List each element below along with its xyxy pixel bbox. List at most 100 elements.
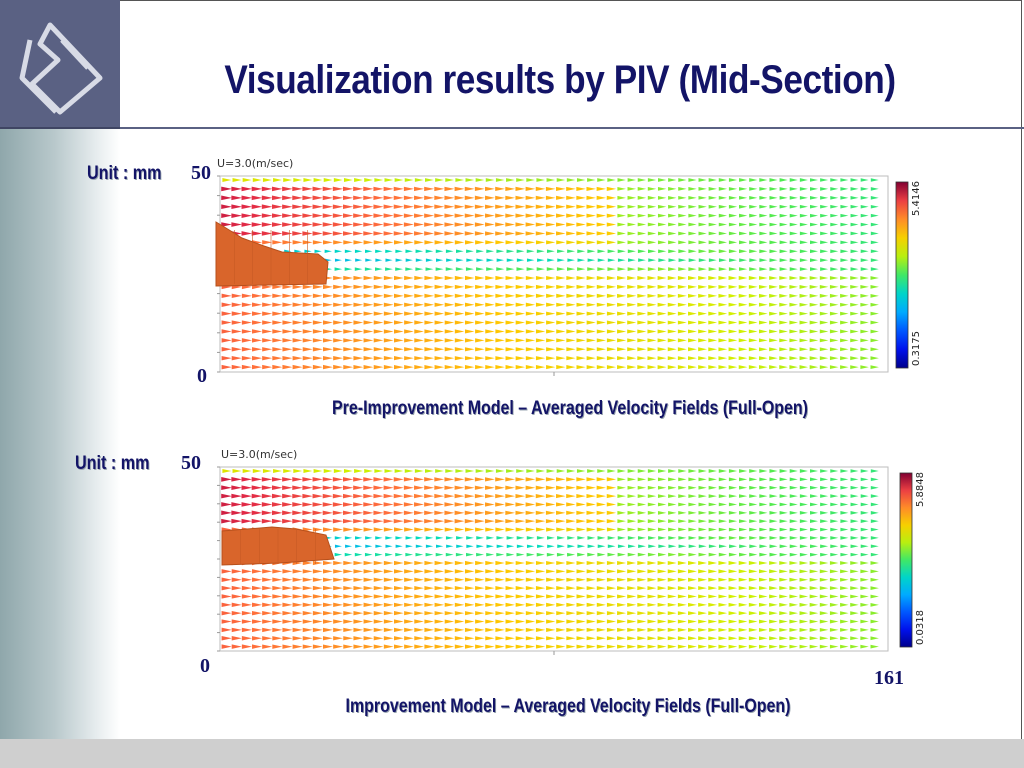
velocity-arrow (535, 302, 546, 307)
velocity-arrow (688, 477, 697, 482)
velocity-arrow (525, 284, 536, 289)
velocity-arrow (464, 560, 475, 566)
velocity-arrow (312, 186, 324, 192)
velocity-arrow (617, 469, 626, 473)
velocity-arrow (860, 494, 869, 498)
velocity-arrow (252, 302, 263, 307)
velocity-arrow (769, 644, 778, 649)
velocity-arrow (353, 204, 364, 209)
velocity-arrow (354, 552, 363, 557)
velocity-arrow (535, 510, 546, 515)
velocity-arrow (728, 502, 738, 507)
velocity-arrow (668, 536, 677, 540)
velocity-arrow (779, 536, 788, 540)
velocity-arrow (870, 594, 879, 599)
velocity-arrow (505, 493, 516, 499)
velocity-arrow (799, 627, 809, 632)
velocity-arrow (353, 636, 364, 641)
velocity-arrow (515, 594, 526, 599)
velocity-arrow (870, 365, 879, 369)
velocity-arrow (860, 544, 869, 549)
velocity-arrow (475, 469, 485, 473)
velocity-arrow (779, 469, 788, 473)
velocity-arrow (334, 267, 343, 271)
velocity-arrow (637, 644, 647, 649)
velocity-arrow (373, 569, 384, 574)
velocity-arrow (464, 186, 475, 192)
velocity-arrow (860, 204, 869, 209)
velocity-arrow (516, 536, 525, 540)
velocity-arrow (252, 602, 263, 608)
velocity-arrow (556, 338, 566, 343)
velocity-arrow (586, 240, 596, 245)
velocity-arrow (505, 284, 515, 289)
velocity-arrow (809, 276, 819, 280)
velocity-arrow (850, 602, 859, 607)
velocity-arrow (678, 536, 687, 540)
velocity-arrow (728, 552, 738, 557)
velocity-arrow (748, 284, 758, 289)
velocity-arrow (262, 240, 273, 245)
velocity-arrow (637, 302, 647, 307)
velocity-arrow (627, 240, 637, 245)
velocity-arrow (535, 293, 546, 298)
velocity-arrow (383, 477, 394, 482)
velocity-arrow (647, 267, 657, 271)
velocity-arrow (748, 561, 758, 565)
velocity-arrow (444, 284, 455, 290)
velocity-arrow (535, 477, 546, 482)
velocity-arrow (840, 502, 849, 507)
velocity-arrow (373, 204, 384, 209)
velocity-arrow (221, 493, 233, 499)
velocity-arrow (850, 204, 859, 209)
velocity-arrow (312, 195, 324, 201)
velocity-arrow (769, 338, 778, 343)
velocity-arrow (272, 302, 283, 307)
velocity-arrow (231, 644, 242, 649)
velocity-arrow (738, 338, 748, 343)
velocity-arrow (221, 594, 232, 599)
velocity-arrow (312, 364, 323, 370)
velocity-arrow (576, 586, 586, 591)
velocity-arrow (627, 338, 637, 343)
velocity-arrow (312, 213, 324, 218)
velocity-arrow (819, 329, 829, 334)
logo (0, 0, 120, 129)
velocity-arrow (515, 611, 526, 616)
velocity-arrow (840, 594, 849, 599)
velocity-arrow (758, 619, 768, 624)
velocity-arrow (333, 527, 344, 532)
velocity-arrow (535, 527, 546, 532)
velocity-arrow (515, 293, 526, 298)
velocity-arrow (789, 196, 798, 200)
velocity-arrow (647, 577, 657, 582)
velocity-arrow (647, 356, 657, 361)
velocity-arrow (566, 494, 576, 499)
velocity-arrow (739, 178, 748, 182)
velocity-arrow (658, 544, 667, 549)
velocity-arrow (353, 569, 364, 574)
velocity-arrow (819, 569, 829, 574)
velocity-arrow (535, 577, 546, 582)
velocity-arrow (627, 627, 637, 632)
velocity-arrow (718, 338, 728, 343)
velocity-arrow (383, 577, 394, 582)
velocity-arrow (414, 302, 424, 307)
velocity-arrow (586, 611, 596, 616)
velocity-arrow (748, 619, 758, 624)
velocity-arrow (728, 276, 738, 280)
velocity-arrow (262, 577, 273, 582)
velocity-arrow (850, 365, 859, 369)
velocity-arrow (292, 611, 303, 616)
y-axis-min-label: 0 (197, 365, 207, 387)
velocity-arrow (739, 231, 748, 236)
velocity-arrow (627, 204, 637, 209)
velocity-arrow (363, 240, 374, 245)
velocity-arrow (698, 178, 707, 182)
velocity-arrow (647, 636, 657, 641)
reference-vector-label: U=3.0(m/sec) (221, 448, 298, 461)
velocity-arrow (819, 628, 829, 632)
velocity-arrow (596, 240, 606, 245)
velocity-arrow (292, 619, 303, 624)
velocity-arrow (383, 585, 394, 591)
